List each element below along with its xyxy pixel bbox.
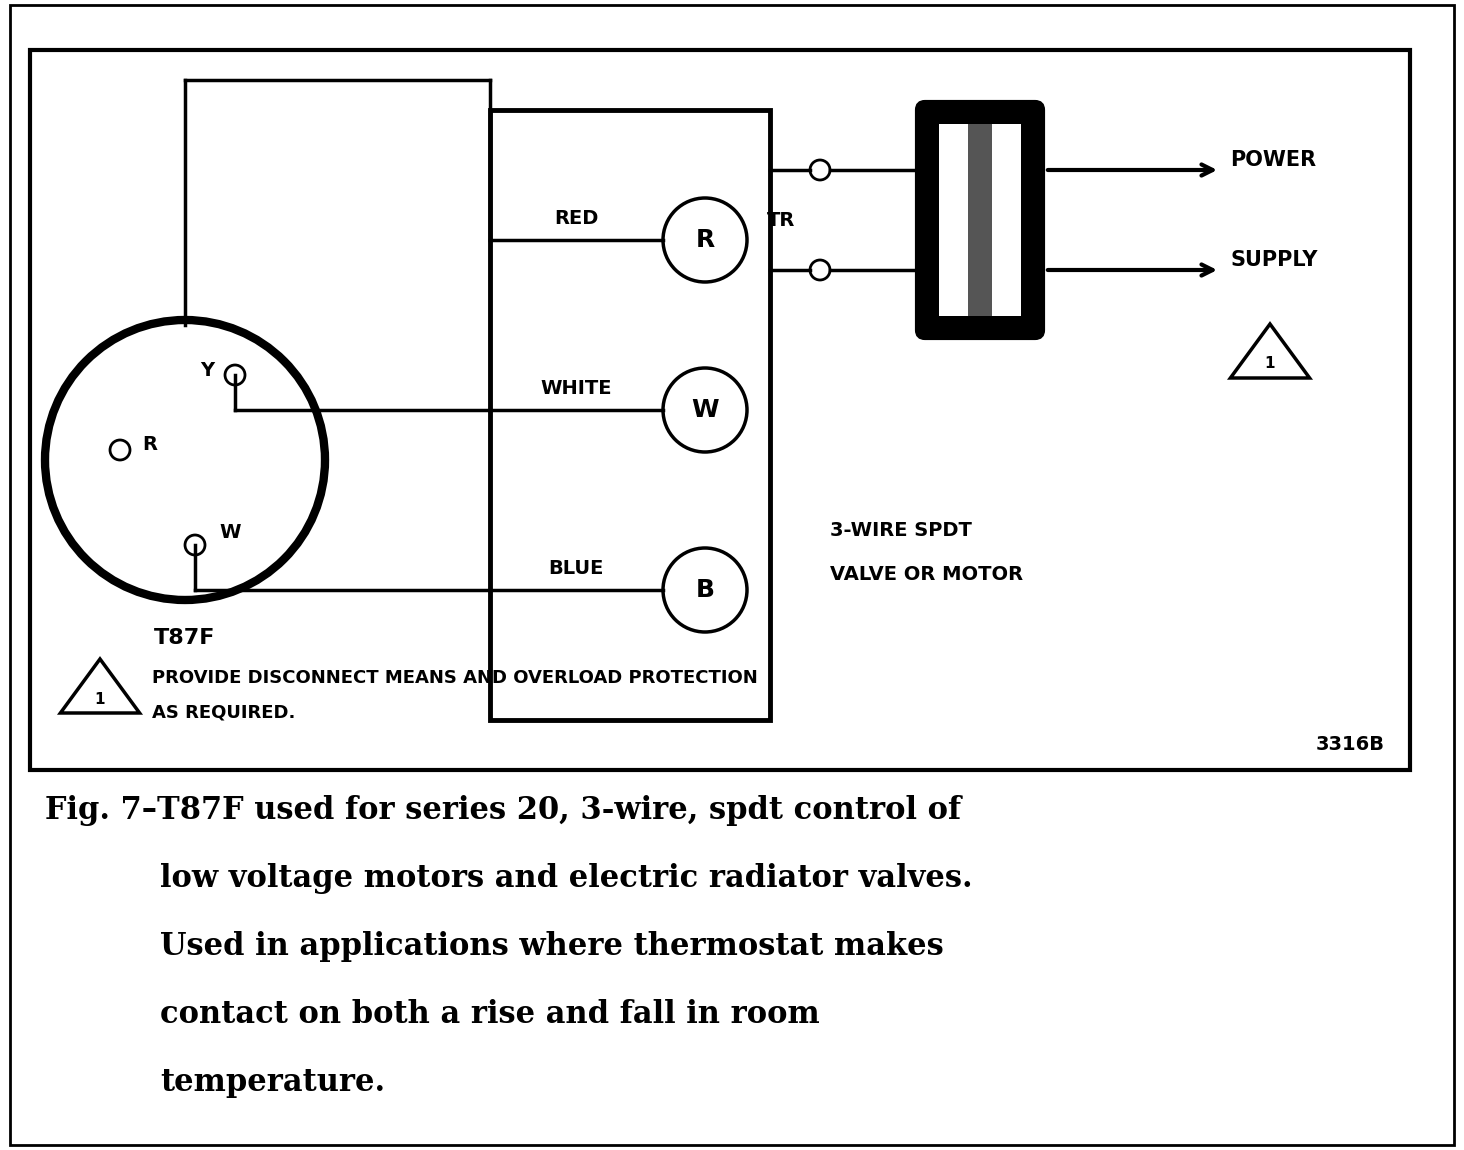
- Text: W: W: [220, 523, 240, 543]
- Text: 3-WIRE SPDT: 3-WIRE SPDT: [830, 521, 972, 539]
- Text: PROVIDE DISCONNECT MEANS AND OVERLOAD PROTECTION: PROVIDE DISCONNECT MEANS AND OVERLOAD PR…: [152, 669, 758, 687]
- Text: Used in applications where thermostat makes: Used in applications where thermostat ma…: [160, 932, 944, 963]
- Text: R: R: [695, 228, 714, 252]
- Circle shape: [663, 368, 747, 452]
- Bar: [968, 124, 993, 316]
- Circle shape: [110, 440, 130, 460]
- Text: B: B: [695, 578, 714, 601]
- Text: 1: 1: [1265, 356, 1275, 371]
- Text: TR: TR: [767, 210, 795, 230]
- FancyBboxPatch shape: [938, 124, 1020, 316]
- Text: SUPPLY: SUPPLY: [1230, 250, 1318, 270]
- Bar: [490, 110, 770, 720]
- Bar: [29, 49, 1410, 770]
- Polygon shape: [1230, 324, 1310, 378]
- Circle shape: [810, 160, 830, 181]
- Text: T87F: T87F: [154, 628, 215, 647]
- Text: contact on both a rise and fall in room: contact on both a rise and fall in room: [160, 999, 820, 1030]
- Text: Y: Y: [201, 360, 214, 380]
- Text: low voltage motors and electric radiator valves.: low voltage motors and electric radiator…: [160, 862, 972, 894]
- Circle shape: [184, 535, 205, 555]
- Text: RED: RED: [553, 209, 599, 228]
- Text: POWER: POWER: [1230, 150, 1316, 170]
- Text: BLUE: BLUE: [549, 559, 603, 578]
- Circle shape: [663, 549, 747, 632]
- Text: temperature.: temperature.: [160, 1067, 385, 1098]
- Text: 1: 1: [95, 691, 105, 706]
- FancyBboxPatch shape: [916, 102, 1042, 338]
- Text: WHITE: WHITE: [540, 380, 612, 398]
- Text: W: W: [691, 398, 719, 422]
- Text: R: R: [142, 436, 158, 454]
- Text: Fig. 7–T87F used for series 20, 3-wire, spdt control of: Fig. 7–T87F used for series 20, 3-wire, …: [45, 795, 962, 826]
- Circle shape: [663, 198, 747, 282]
- Circle shape: [225, 365, 244, 385]
- Circle shape: [810, 260, 830, 279]
- Text: 3316B: 3316B: [1316, 736, 1385, 754]
- Text: AS REQUIRED.: AS REQUIRED.: [152, 704, 296, 722]
- Text: VALVE OR MOTOR: VALVE OR MOTOR: [830, 566, 1023, 584]
- Circle shape: [45, 320, 325, 600]
- Polygon shape: [60, 659, 139, 713]
